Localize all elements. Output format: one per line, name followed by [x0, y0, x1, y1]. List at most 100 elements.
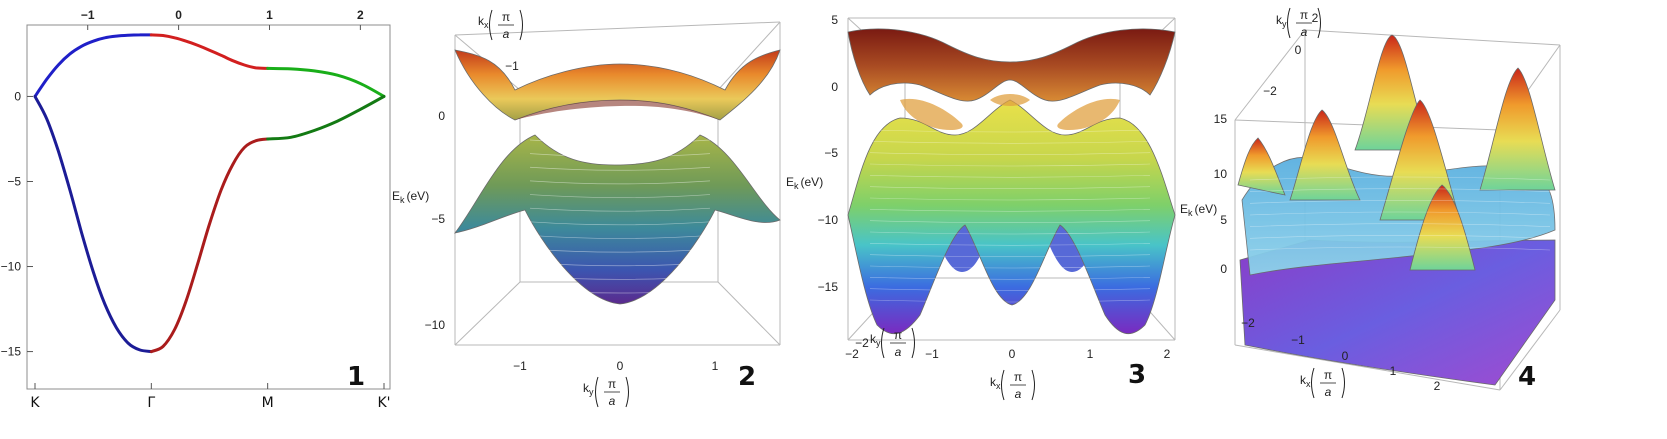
svg-text:a: a: [1325, 385, 1332, 399]
panel-2-z-label: Ek (eV): [392, 189, 429, 205]
contour-line: [529, 262, 711, 267]
panel-4-z-tick: 0: [1220, 262, 1227, 276]
panel-4-contour-lines: [1249, 176, 1551, 251]
contour-line: [529, 235, 711, 239]
svg-text:Ek(eV): Ek (eV): [392, 189, 429, 205]
contour-line: [869, 243, 1151, 246]
panel-4-ky-tick: −2: [1263, 84, 1277, 98]
panel-1-frame: [26, 24, 391, 390]
panel-3-z-tick: −15: [818, 280, 839, 294]
panel-1-band-curve: [266, 66, 386, 98]
panel-4-kx-tick: 2: [1434, 379, 1441, 393]
panel-3-number: 3: [1128, 360, 1146, 390]
panel-1-high-symmetry-ticks: [34, 383, 385, 389]
contour-line: [869, 129, 1151, 133]
contour-line: [869, 299, 1151, 303]
panel-4-kx-tick: 1: [1390, 364, 1397, 378]
svg-text:ky: ky: [583, 381, 594, 397]
panel-1-toptick-label: −1: [81, 8, 95, 22]
panel-3-z-tick: −5: [824, 146, 838, 160]
panel-4-z-label: Ek (eV): [1180, 202, 1217, 218]
svg-text:ky: ky: [1276, 13, 1287, 29]
contour-line: [529, 248, 711, 253]
contour-line: [529, 207, 711, 212]
contour-line: [529, 276, 711, 280]
panel-1-number: 1: [347, 362, 365, 392]
panel-4-peak: [1237, 137, 1286, 196]
panel-2-lower-band: [454, 134, 781, 305]
contour-line: [1249, 235, 1551, 239]
panel-1-ytick-label: 0: [14, 89, 21, 103]
panel-1-ytick-label: −15: [1, 345, 22, 359]
panel-3-ky-tick: −2: [855, 336, 869, 350]
panel-4-peak: [1409, 184, 1476, 271]
svg-text:a: a: [1015, 387, 1022, 401]
svg-text:kx: kx: [478, 14, 489, 30]
panel-3-lower-band: [847, 99, 1176, 335]
panel-4-ky-axis-label: ky π a: [1276, 7, 1321, 39]
panel-4-ky-tick: 0: [1295, 43, 1302, 57]
panel-4-kx-axis-label: kx π a: [1300, 367, 1345, 399]
panel-1-curves: [33, 33, 386, 354]
svg-text:π: π: [1014, 370, 1022, 384]
svg-text:a: a: [895, 345, 902, 359]
contour-line: [529, 289, 711, 294]
panel-2-ky-tick: 0: [617, 359, 624, 373]
panel-3-z-tick: 5: [831, 13, 838, 27]
svg-text:π: π: [894, 328, 902, 342]
panel-1-high-symmetry-label: M: [262, 395, 274, 411]
panel-1-high-symmetry-label: K': [377, 395, 390, 411]
panel-1-band-curve: [149, 33, 270, 70]
svg-text:π: π: [608, 377, 616, 391]
panel-2-surface-plot: 0 −5 −10 −1 0 1 −1 Ek (eV) ky π a kx π a …: [392, 9, 781, 408]
panel-4-z-tick: 10: [1214, 167, 1228, 181]
contour-line: [1249, 176, 1551, 181]
panel-4-number: 4: [1518, 362, 1536, 392]
panel-2-kx-tick: −1: [505, 59, 519, 73]
panel-1-toptick-label: 2: [357, 8, 364, 22]
panel-3-upper-band-underside: [900, 94, 1120, 130]
contour-line: [869, 163, 1151, 167]
svg-text:a: a: [1301, 25, 1308, 39]
contour-line: [869, 265, 1151, 269]
svg-text:π: π: [502, 10, 510, 24]
panel-4-kx-tick: −2: [1241, 316, 1255, 330]
panel-4-kx-tick: 0: [1342, 349, 1349, 363]
panel-4-surface-plot: 15 10 5 0 2 0 −2 −2 −1 0 1 2 Ek (eV) ky π…: [1180, 7, 1561, 399]
panel-3-z-tick: −10: [818, 213, 839, 227]
contour-line: [869, 231, 1151, 235]
panel-3-kx-axis-label: kx π a: [990, 369, 1035, 401]
contour-line: [1249, 223, 1551, 227]
panel-1-band-curve: [33, 94, 153, 354]
panel-1-high-symmetry-label: K: [30, 395, 40, 411]
panel-1-band-structure: 0−5−10−15 −1 0 1 2 K Γ M K' 1: [1, 8, 391, 411]
panel-1-ytick-label: −5: [7, 174, 21, 188]
panel-2-ky-tick: 1: [712, 359, 719, 373]
contour-line: [869, 197, 1151, 201]
contour-line: [869, 152, 1151, 155]
panel-3-kx-tick: 0: [1009, 347, 1016, 361]
panel-3-kx-tick: −1: [925, 347, 939, 361]
panel-2-z-tick: −10: [425, 318, 446, 332]
panel-4-peak: [1289, 109, 1361, 201]
panel-1-toptick-label: 0: [175, 8, 182, 22]
contour-line: [869, 209, 1151, 212]
panel-4-ky-tick: 2: [1312, 11, 1319, 25]
contour-line: [529, 153, 711, 157]
contour-line: [1249, 200, 1551, 204]
svg-text:π: π: [1324, 368, 1332, 382]
svg-text:kx: kx: [1300, 373, 1311, 389]
panel-4-peak: [1479, 67, 1556, 191]
panel-2-upper-sheet-front: [515, 100, 720, 120]
panel-3-surface-plot: 5 0 −5 −10 −15 −2 −1 0 1 2 −2 Ek (eV) kx …: [786, 13, 1176, 401]
panel-1-band-curve: [149, 137, 270, 354]
contour-line: [529, 180, 711, 185]
contour-line: [869, 220, 1151, 223]
svg-text:ky: ky: [870, 332, 881, 348]
contour-line: [869, 288, 1151, 291]
panel-2-ky-tick: −1: [513, 359, 527, 373]
svg-text:π: π: [1300, 8, 1308, 22]
panel-3-z-label: Ek (eV): [786, 175, 823, 191]
panel-4-z-tick: 15: [1214, 112, 1228, 126]
